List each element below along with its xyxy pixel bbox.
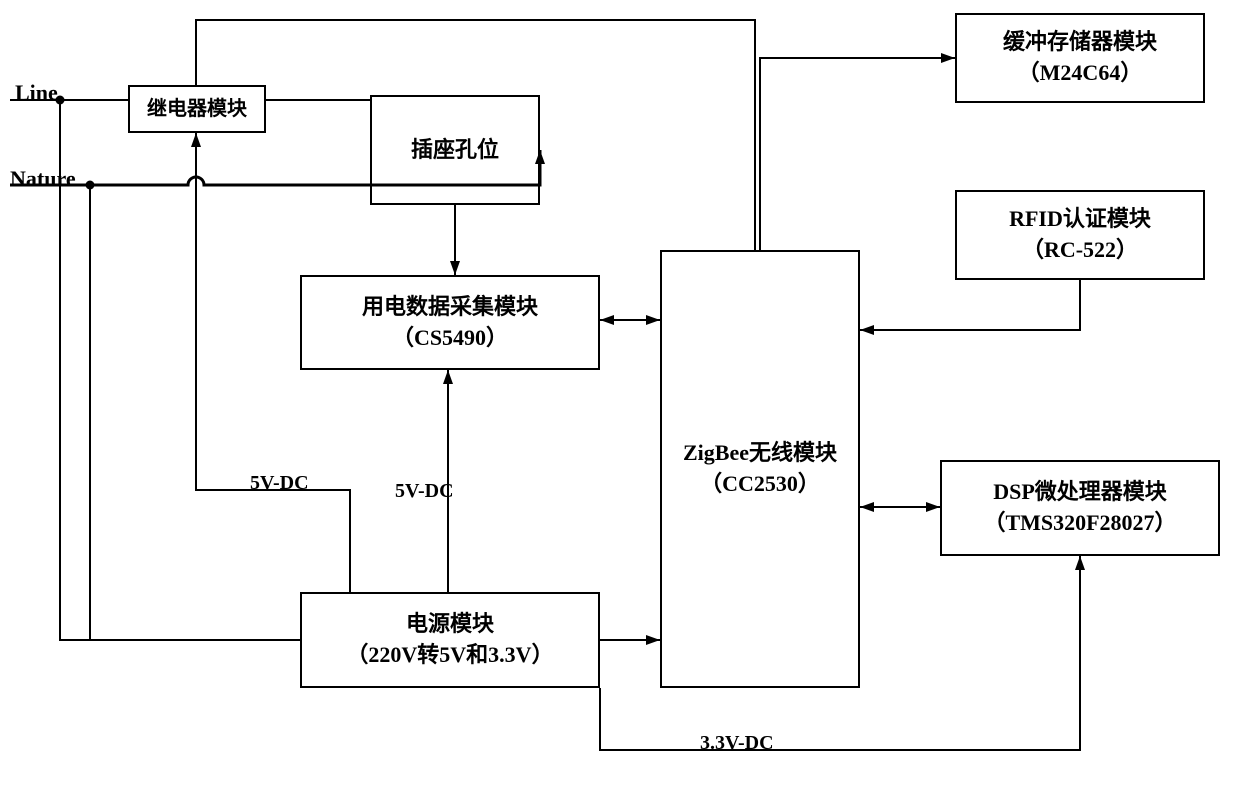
zigbee-chip: （CC2530） bbox=[700, 469, 820, 500]
data-acq-chip: （CS5490） bbox=[392, 323, 508, 354]
power-spec: （220V转5V和3.3V） bbox=[346, 640, 553, 671]
rfid-block: RFID认证模块 （RC-522） bbox=[955, 190, 1205, 280]
3v3dc-label: 3.3V-DC bbox=[700, 732, 774, 755]
nature-label: Nature bbox=[10, 166, 76, 192]
5vdc-label-mid: 5V-DC bbox=[395, 480, 454, 503]
line-label: Line bbox=[15, 80, 58, 106]
rfid-title: RFID认证模块 bbox=[1009, 204, 1151, 235]
power-title: 电源模块 bbox=[406, 609, 494, 640]
relay-title: 继电器模块 bbox=[147, 95, 247, 123]
socket-block: 插座孔位 bbox=[370, 95, 540, 205]
zigbee-title: ZigBee无线模块 bbox=[683, 438, 837, 469]
data-acquisition-block: 用电数据采集模块 （CS5490） bbox=[300, 275, 600, 370]
zigbee-block: ZigBee无线模块 （CC2530） bbox=[660, 250, 860, 688]
dsp-block: DSP微处理器模块 （TMS320F28027） bbox=[940, 460, 1220, 556]
socket-title: 插座孔位 bbox=[411, 135, 499, 166]
buffer-chip: （M24C64） bbox=[1018, 58, 1143, 89]
power-block: 电源模块 （220V转5V和3.3V） bbox=[300, 592, 600, 688]
buffer-title: 缓冲存储器模块 bbox=[1003, 27, 1157, 58]
relay-block: 继电器模块 bbox=[128, 85, 266, 133]
5vdc-label-left: 5V-DC bbox=[250, 472, 309, 495]
block-diagram: 继电器模块 插座孔位 用电数据采集模块 （CS5490） 电源模块 （220V转… bbox=[0, 0, 1240, 804]
dsp-chip: （TMS320F28027） bbox=[983, 508, 1176, 539]
dsp-title: DSP微处理器模块 bbox=[993, 477, 1167, 508]
data-acq-title: 用电数据采集模块 bbox=[362, 292, 538, 323]
rfid-chip: （RC-522） bbox=[1022, 235, 1138, 266]
buffer-block: 缓冲存储器模块 （M24C64） bbox=[955, 13, 1205, 103]
